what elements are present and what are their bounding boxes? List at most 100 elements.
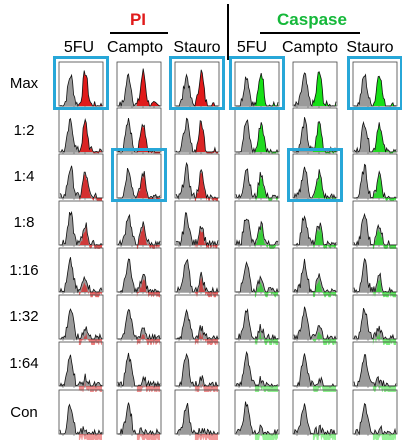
control-histogram — [354, 214, 396, 245]
control-histogram — [118, 259, 160, 292]
histogram-outline — [59, 257, 103, 294]
histogram-plot — [174, 107, 220, 154]
histogram-plot — [58, 107, 104, 154]
pi-histogram — [136, 173, 160, 201]
control-histogram — [118, 68, 160, 106]
histogram-outline — [293, 403, 336, 436]
histogram-plot — [174, 294, 220, 345]
histogram-outline — [235, 401, 279, 436]
histogram-panel — [351, 199, 399, 251]
control-histogram — [294, 403, 336, 434]
control-histogram — [236, 352, 278, 386]
control-histogram — [60, 404, 102, 434]
histogram-plot — [234, 294, 280, 345]
pi-histogram — [194, 229, 218, 249]
histogram-outline — [118, 258, 160, 294]
control-histogram — [118, 352, 160, 386]
histogram-outline — [353, 120, 397, 153]
plot-frame — [58, 389, 104, 435]
histogram-plot — [234, 247, 280, 298]
histogram-plot — [234, 61, 280, 108]
control-histogram — [176, 403, 218, 434]
histogram-panel — [173, 106, 221, 158]
histogram-panel — [291, 246, 339, 298]
histogram-outline — [175, 212, 219, 247]
histogram-outline — [293, 258, 337, 294]
histogram-plot — [352, 389, 398, 440]
histogram-plot — [174, 389, 220, 440]
histogram-outline — [353, 257, 396, 294]
histogram-plot — [116, 294, 162, 345]
histogram-outline — [294, 117, 337, 153]
histogram-outline — [118, 167, 161, 199]
histogram-plot — [292, 294, 338, 345]
control-histogram — [294, 306, 336, 339]
histogram-panel — [115, 152, 163, 204]
histogram-plot — [174, 200, 220, 249]
pi-histogram — [136, 125, 160, 154]
histogram-plot — [116, 200, 162, 249]
histogram-panel — [173, 340, 221, 392]
histogram-outline — [236, 73, 279, 107]
control-histogram — [354, 122, 396, 152]
control-histogram — [354, 308, 396, 339]
histogram-outline — [353, 73, 397, 107]
pi-histogram — [78, 381, 102, 392]
pi-histogram — [78, 226, 102, 249]
control-histogram — [294, 71, 336, 106]
histogram-plot — [116, 389, 162, 440]
histogram-panel — [173, 293, 221, 345]
caspase-histogram — [254, 123, 278, 154]
histogram-outline — [117, 352, 161, 388]
row-label-1-64: 1:64 — [9, 355, 39, 372]
histogram-plot — [58, 61, 104, 108]
histogram-outline — [175, 117, 218, 154]
histogram-panel — [233, 293, 281, 345]
histogram-plot — [292, 247, 338, 298]
control-histogram — [176, 354, 218, 386]
histogram-plot — [174, 247, 220, 298]
pi-histogram — [78, 174, 102, 201]
histogram-plot — [292, 200, 338, 249]
histogram-outline — [236, 260, 279, 293]
control-histogram — [60, 309, 102, 339]
caspase-histogram — [254, 225, 278, 249]
histogram-panel — [115, 199, 163, 251]
control-histogram — [60, 165, 102, 198]
pi-histogram — [78, 120, 102, 154]
control-histogram — [118, 309, 160, 339]
histogram-plot — [234, 341, 280, 392]
histogram-panel — [115, 388, 163, 440]
histogram-outline — [60, 210, 103, 246]
histogram-outline — [176, 69, 218, 107]
histogram-panel — [173, 199, 221, 251]
highlight-box — [111, 148, 167, 202]
histogram-plot — [174, 341, 220, 392]
control-histogram — [236, 73, 278, 106]
caspase-histogram — [312, 226, 336, 249]
histogram-panel — [351, 246, 399, 298]
histogram-outline — [175, 402, 219, 436]
highlight-box — [347, 56, 402, 110]
histogram-plot — [292, 341, 338, 392]
pi-histogram — [194, 122, 218, 154]
histogram-panel — [291, 293, 339, 345]
histogram-outline — [354, 402, 397, 436]
control-histogram — [294, 216, 336, 245]
highlight-box — [169, 56, 225, 110]
histogram-outline — [293, 306, 337, 341]
highlight-box — [53, 56, 109, 110]
histogram-outline — [117, 213, 161, 247]
histogram-plot — [58, 294, 104, 345]
caspase-histogram — [372, 434, 396, 440]
histogram-plot — [234, 389, 280, 440]
caspase-histogram — [254, 330, 278, 345]
control-histogram — [236, 169, 278, 198]
histogram-outline — [176, 352, 219, 387]
histogram-outline — [293, 71, 337, 107]
histogram-panel — [115, 246, 163, 298]
histogram-panel — [233, 388, 281, 440]
histogram-panel — [351, 388, 399, 440]
control-histogram — [118, 168, 160, 198]
histogram-plot — [58, 389, 104, 440]
